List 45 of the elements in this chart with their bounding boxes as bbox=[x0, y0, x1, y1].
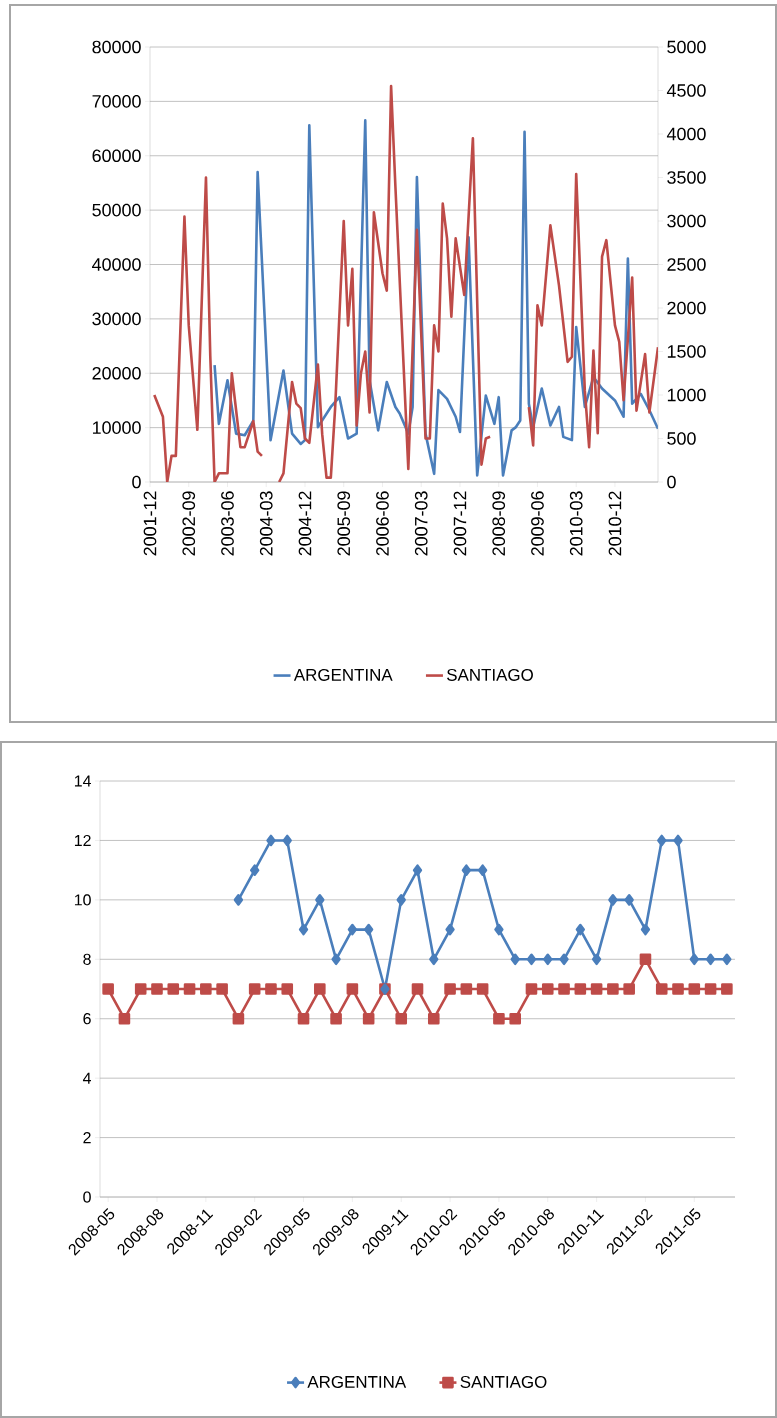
legend-label: SANTIAGO bbox=[447, 668, 533, 681]
x-tick-label: 2002-09 bbox=[182, 491, 196, 556]
y-tick-label: 14 bbox=[74, 775, 91, 787]
y-tick-label: 4 bbox=[82, 1072, 92, 1084]
y-tick-label: 20000 bbox=[92, 366, 141, 380]
y-tick-label: 10000 bbox=[92, 421, 141, 434]
x-tick-label: 2009-06 bbox=[531, 491, 544, 556]
legend-label: ARGENTINA bbox=[307, 1375, 407, 1388]
y2-tick-label: 500 bbox=[667, 432, 696, 445]
y2-tick-label: 4500 bbox=[666, 84, 706, 97]
y-tick-label: 2 bbox=[83, 1132, 91, 1144]
x-tick-label: 2007-03 bbox=[414, 491, 428, 556]
y2-tick-label: 1000 bbox=[667, 388, 706, 402]
y2-tick-label: 0 bbox=[667, 475, 676, 489]
y2-tick-label: 2000 bbox=[667, 301, 706, 315]
y2-tick-label: 3500 bbox=[667, 171, 706, 184]
y2-tick-label: 2500 bbox=[667, 258, 706, 271]
y-tick-label: 0 bbox=[83, 1191, 91, 1203]
y-tick-label: 8 bbox=[83, 953, 91, 965]
y-tick-label: 50000 bbox=[92, 203, 141, 217]
y-tick-label: 40000 bbox=[92, 258, 141, 271]
y-tick-label: 0 bbox=[132, 475, 141, 489]
y2-tick-label: 1500 bbox=[667, 345, 706, 358]
x-tick-label: 2006-06 bbox=[376, 491, 389, 556]
y2-tick-label: 3000 bbox=[667, 214, 706, 228]
x-tick-label: 2010-03 bbox=[569, 491, 583, 556]
y-tick-label: 6 bbox=[83, 1013, 91, 1025]
y-tick-label: 60000 bbox=[92, 149, 141, 163]
x-tick-label: 2003-06 bbox=[221, 491, 234, 556]
x-tick-label: 2001-12 bbox=[143, 491, 157, 556]
x-tick-label: 2010-12 bbox=[608, 491, 622, 556]
x-tick-label: 2007-12 bbox=[453, 491, 467, 556]
y2-tick-label: 5000 bbox=[667, 40, 706, 54]
y-tick-label: 70000 bbox=[92, 95, 141, 108]
x-tick-label: 2008-09 bbox=[492, 491, 506, 556]
x-tick-label: 2005-09 bbox=[337, 491, 351, 556]
y2-tick-label: 4000 bbox=[666, 127, 706, 141]
y-tick-label: 12 bbox=[74, 834, 91, 847]
legend-label: ARGENTINA bbox=[293, 668, 393, 681]
x-tick-label: 2004-03 bbox=[259, 491, 273, 556]
x-tick-label: 2004-12 bbox=[298, 491, 312, 556]
y-tick-label: 30000 bbox=[92, 312, 141, 326]
legend-label: SANTIAGO bbox=[460, 1375, 547, 1388]
y-tick-label: 80000 bbox=[92, 40, 141, 54]
y-tick-label: 10 bbox=[74, 894, 91, 906]
